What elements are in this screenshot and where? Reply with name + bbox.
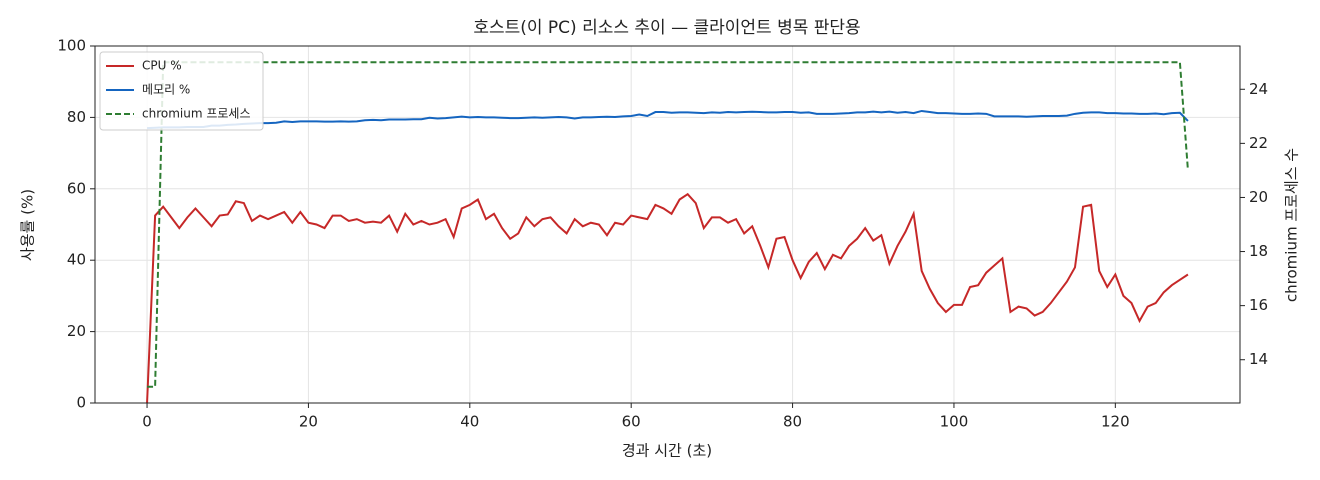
x-tick-label: 0 [142,413,152,431]
x-tick-label: 20 [299,413,318,431]
x-tick-label: 40 [460,413,479,431]
y2-axis-label: chromium 프로세스 수 [1283,148,1301,302]
series-line [147,109,1189,130]
x-tick-label: 80 [783,413,802,431]
y-tick-label: 60 [67,179,86,197]
legend-label: CPU % [142,59,182,73]
legend-label: 메모리 % [142,83,190,97]
y2-tick-label: 20 [1249,188,1268,206]
y-tick-label: 100 [57,37,86,55]
x-axis-label: 경과 시간 (초) [622,442,712,460]
y-tick-label: 0 [76,394,86,412]
y-tick-label: 40 [67,251,86,269]
y2-tick-label: 16 [1249,296,1268,314]
legend-box [99,51,264,131]
plot-frame [94,45,1241,404]
legend-label: chromium 프로세스 [142,107,251,121]
series-line [147,61,1189,388]
x-tick-label: 120 [1101,413,1130,431]
chart-title: 호스트(이 PC) 리소스 추이 — 클라이언트 병목 판단용 [473,18,860,38]
y2-tick-label: 22 [1249,134,1268,152]
x-tick-label: 100 [940,413,969,431]
y2-tick-label: 24 [1249,80,1268,98]
y-tick-label: 80 [67,108,86,126]
y2-tick-label: 18 [1249,242,1268,260]
x-tick-label: 60 [622,413,641,431]
y2-tick-label: 14 [1249,350,1268,368]
series-line [146,192,1189,404]
y-axis-label: 사용률 (%) [19,189,37,261]
y-tick-label: 20 [67,322,86,340]
